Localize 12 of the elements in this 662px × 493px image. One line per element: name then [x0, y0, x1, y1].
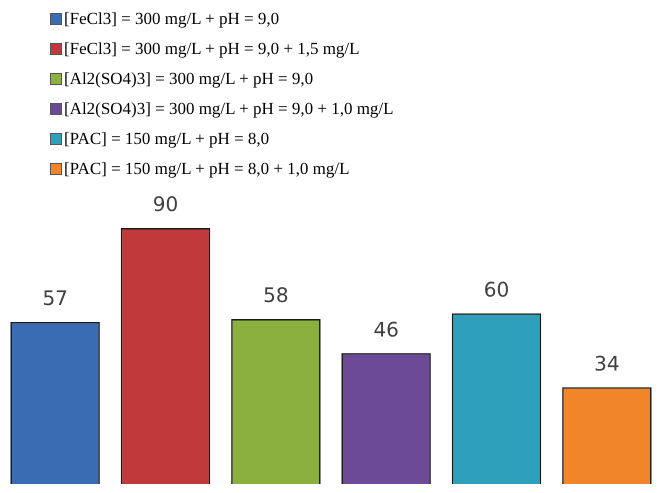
legend-label: [PAC] = 150 mg/L + pH = 8,0	[64, 129, 270, 149]
data-label: 34	[594, 351, 620, 376]
legend-label: [Al2(SO4)3] = 300 mg/L + pH = 9,0 + 1,0 mg/L	[64, 99, 394, 119]
legend-label: [FeCl3] = 300 mg/L + pH = 9,0	[64, 9, 280, 29]
data-label: 60	[484, 278, 510, 302]
data-label: 57	[42, 286, 68, 310]
data-label: 58	[263, 283, 289, 308]
data-label: 46	[373, 317, 399, 342]
legend-label: [PAC] = 150 mg/L + pH = 8,0 + 1,0 mg/L	[64, 159, 350, 179]
legend-label: [FeCl3] = 300 mg/L + pH = 9,0 + 1,5 mg/L	[64, 39, 360, 59]
data-label: 90	[152, 192, 178, 216]
legend-label: [Al2(SO4)3] = 300 mg/L + pH = 9,0	[64, 69, 314, 89]
